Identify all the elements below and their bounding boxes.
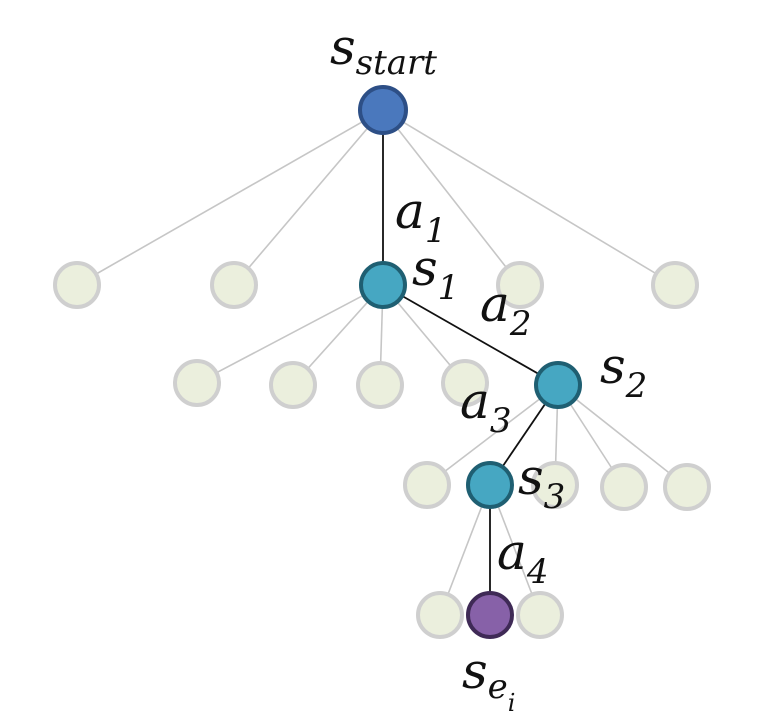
- action-label-a1: a1: [395, 182, 446, 251]
- state-label-s2: s2: [600, 337, 647, 406]
- action-label-a4: a4: [497, 523, 548, 592]
- tree-node: [441, 359, 489, 407]
- unexplored-nodes: [53, 261, 711, 639]
- edge: [76, 109, 384, 286]
- edge: [196, 284, 384, 384]
- edge: [233, 109, 384, 286]
- tree-node: [269, 361, 317, 409]
- state-node-s2: [534, 361, 582, 409]
- tree-node: [663, 463, 711, 511]
- state-label-s1: s1: [412, 239, 459, 308]
- edge: [557, 384, 688, 488]
- state-label-s3: s3: [518, 448, 565, 517]
- tree-node: [651, 261, 699, 309]
- end-node: [466, 591, 514, 639]
- tree-node: [516, 591, 564, 639]
- start-node: [358, 85, 408, 135]
- tree-node: [210, 261, 258, 309]
- tree-node: [496, 261, 544, 309]
- tree-node: [416, 591, 464, 639]
- state-node-s3: [466, 461, 514, 509]
- tree-node: [403, 461, 451, 509]
- start-label: sstart: [330, 18, 437, 83]
- end-state-label: sei: [462, 642, 515, 717]
- tree-node: [600, 463, 648, 511]
- edge: [426, 384, 559, 486]
- action-label-a3: a3: [460, 372, 511, 441]
- state-node-s1: [359, 261, 407, 309]
- tree-node: [53, 261, 101, 309]
- edge: [382, 109, 521, 286]
- action-label-a2: a2: [480, 275, 531, 344]
- edge-a2: [382, 284, 559, 386]
- tree-node: [531, 461, 579, 509]
- tree-node: [356, 361, 404, 409]
- tree-node: [173, 359, 221, 407]
- edge: [382, 109, 676, 286]
